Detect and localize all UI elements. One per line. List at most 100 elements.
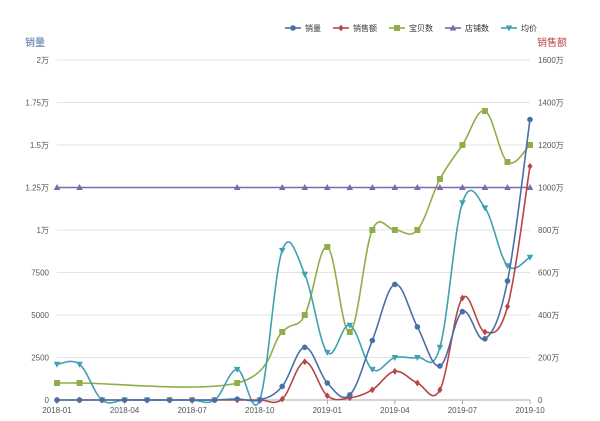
data-point[interactable] — [301, 312, 308, 318]
series-3 — [54, 108, 533, 388]
right-axis-title: 销售额 — [537, 36, 567, 49]
data-point[interactable] — [53, 184, 61, 190]
data-point[interactable] — [481, 205, 489, 212]
legend-item-4[interactable]: 店铺数 — [445, 23, 489, 33]
data-point[interactable] — [166, 397, 173, 403]
legend-marker[interactable] — [505, 25, 513, 32]
data-point[interactable] — [76, 184, 83, 190]
data-point[interactable] — [211, 397, 218, 403]
data-point[interactable] — [392, 367, 398, 375]
data-point[interactable] — [437, 386, 443, 394]
data-point[interactable] — [369, 366, 376, 373]
data-point[interactable] — [504, 184, 511, 190]
data-point[interactable] — [436, 344, 444, 351]
data-point[interactable] — [436, 176, 443, 182]
data-point[interactable] — [391, 355, 399, 361]
legend-marker[interactable] — [338, 24, 344, 32]
data-point[interactable] — [459, 294, 466, 302]
data-point[interactable] — [347, 394, 353, 402]
data-point[interactable] — [527, 162, 533, 170]
data-point[interactable] — [346, 184, 354, 190]
data-point[interactable] — [234, 396, 240, 402]
data-point[interactable] — [369, 227, 376, 233]
data-point[interactable] — [346, 329, 353, 335]
data-point[interactable] — [99, 397, 105, 403]
data-point[interactable] — [459, 184, 466, 190]
data-point[interactable] — [301, 184, 309, 190]
data-point[interactable] — [76, 361, 83, 368]
legend-item-3[interactable]: 宝贝数 — [389, 23, 433, 33]
data-point[interactable] — [504, 303, 511, 310]
data-point[interactable] — [233, 366, 241, 373]
data-point[interactable] — [121, 397, 128, 403]
data-point[interactable] — [504, 263, 511, 270]
legend-marker[interactable] — [449, 24, 457, 31]
data-point[interactable] — [324, 392, 330, 400]
data-point[interactable] — [278, 184, 286, 190]
legend-item-5[interactable]: 均价 — [501, 23, 537, 33]
data-point[interactable] — [53, 361, 61, 368]
data-point[interactable] — [278, 247, 286, 254]
data-point[interactable] — [414, 184, 421, 190]
data-point[interactable] — [481, 108, 488, 114]
legend-marker[interactable] — [394, 25, 400, 31]
data-point[interactable] — [504, 278, 511, 284]
data-point[interactable] — [369, 337, 376, 344]
legend-label: 销售额 — [353, 23, 377, 33]
data-point[interactable] — [414, 355, 421, 361]
data-point[interactable] — [459, 308, 466, 315]
data-point[interactable] — [459, 200, 466, 207]
data-point[interactable] — [391, 184, 399, 190]
data-point[interactable] — [76, 380, 83, 386]
legend-marker[interactable] — [290, 25, 296, 31]
data-point[interactable] — [482, 328, 488, 336]
data-point[interactable] — [526, 184, 534, 190]
data-point[interactable] — [323, 184, 331, 190]
data-point[interactable] — [54, 380, 60, 386]
data-point[interactable] — [391, 227, 398, 233]
data-point[interactable] — [279, 383, 286, 390]
left-tick-label: 0 — [45, 396, 50, 405]
data-point[interactable] — [54, 397, 60, 403]
data-point[interactable] — [369, 386, 375, 394]
data-point[interactable] — [347, 392, 353, 398]
data-point[interactable] — [189, 397, 195, 403]
series-4 — [53, 184, 534, 190]
data-point[interactable] — [144, 397, 150, 403]
data-point[interactable] — [324, 380, 331, 386]
data-point[interactable] — [482, 336, 488, 342]
data-point[interactable] — [527, 142, 533, 148]
legend-label: 销量 — [305, 23, 321, 33]
data-point[interactable] — [437, 363, 443, 369]
series-line — [56, 189, 531, 406]
data-point[interactable] — [526, 254, 534, 261]
data-point[interactable] — [392, 281, 398, 288]
data-point[interactable] — [279, 329, 286, 335]
data-point[interactable] — [414, 324, 421, 330]
legend-item-2[interactable]: 销售额 — [333, 23, 377, 33]
legend-item-1[interactable]: 销量 — [285, 23, 321, 33]
data-point[interactable] — [76, 397, 83, 403]
data-point[interactable] — [323, 349, 331, 356]
data-point[interactable] — [346, 322, 354, 329]
data-point[interactable] — [234, 380, 241, 386]
data-point[interactable] — [324, 244, 331, 250]
data-point[interactable] — [414, 227, 421, 233]
data-point[interactable] — [302, 358, 308, 366]
left-tick-label: 2万 — [37, 56, 49, 65]
data-point[interactable] — [256, 397, 263, 403]
data-point[interactable] — [481, 184, 489, 190]
data-point[interactable] — [459, 142, 466, 148]
data-point[interactable] — [504, 159, 511, 165]
data-point[interactable] — [527, 116, 533, 123]
data-point[interactable] — [301, 344, 308, 351]
data-point[interactable] — [436, 184, 444, 190]
data-point[interactable] — [369, 184, 376, 190]
data-point[interactable] — [414, 379, 420, 387]
data-point[interactable] — [301, 271, 309, 278]
legend[interactable]: 销量 销售额 宝贝数 店铺数 均价 — [285, 23, 537, 33]
data-point[interactable] — [279, 395, 285, 403]
data-point[interactable] — [233, 184, 241, 190]
left-tick-label: 2500 — [31, 354, 49, 363]
